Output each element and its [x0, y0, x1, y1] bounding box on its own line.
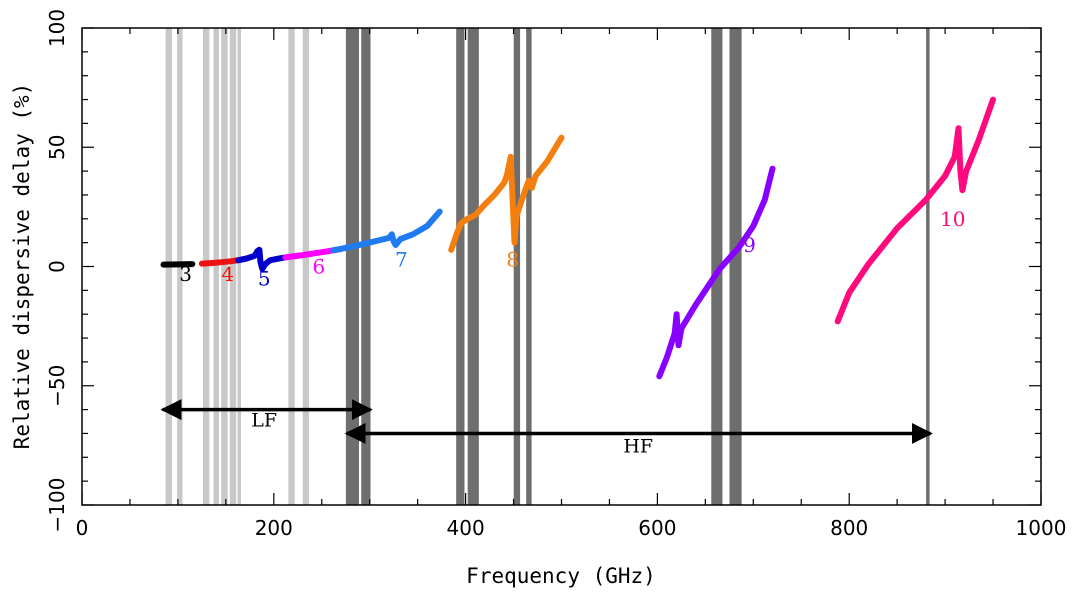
x-tick-label: 400 [447, 516, 485, 540]
band-label-9: 9 [743, 233, 756, 257]
band-label-10: 10 [940, 207, 965, 231]
x-tick-label: 200 [255, 516, 293, 540]
x-axis-ticks: 0 200 400 600 800 1000 [76, 28, 1067, 540]
band-label-8: 8 [506, 248, 519, 272]
series-line-band-7 [330, 208, 443, 254]
x-tick-label: 0 [76, 516, 89, 540]
x-tick-label: 1000 [1016, 516, 1067, 540]
band-label-3: 3 [179, 262, 192, 286]
x-axis-title: Frequency (GHz) [466, 564, 656, 588]
y-tick-label: 0 [45, 260, 69, 273]
y-tick-label: 100 [45, 9, 69, 47]
series-line-band-9 [656, 165, 776, 380]
band-label-4: 4 [221, 262, 234, 286]
band-label-7: 7 [395, 248, 408, 272]
series-line-band-5 [235, 246, 289, 272]
range-label-lf: LF [251, 409, 277, 431]
y-axis-title: Relative dispersive delay (%) [10, 83, 34, 450]
series-line-band-8 [448, 134, 565, 253]
delay-curves: 3 4 5 6 7 8 9 10 [160, 96, 996, 380]
y-tick-label: 50 [45, 135, 69, 160]
y-tick-label: −50 [45, 365, 69, 407]
x-tick-label: 800 [830, 516, 868, 540]
y-axis-ticks: −100 −50 0 50 100 [45, 9, 1041, 533]
range-label-hf: HF [623, 436, 653, 458]
series-line-band-10 [834, 96, 996, 325]
x-tick-label: 600 [638, 516, 676, 540]
y-tick-label: −100 [45, 478, 69, 533]
series-line-band-3 [160, 261, 196, 268]
band-label-6: 6 [313, 255, 326, 279]
band-label-5: 5 [258, 267, 271, 291]
band-range-arrows: LF HF [160, 399, 933, 458]
